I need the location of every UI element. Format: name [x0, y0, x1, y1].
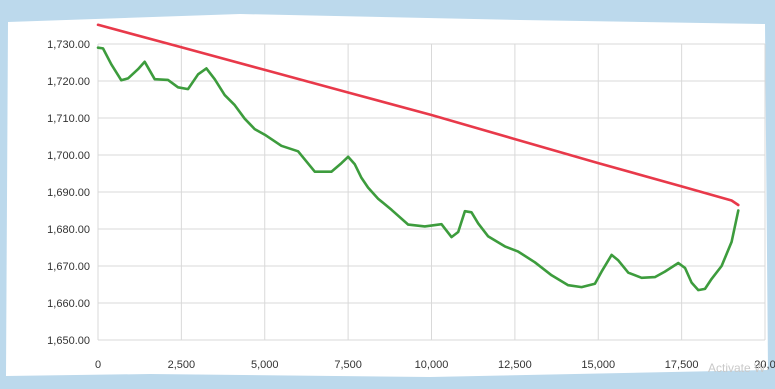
x-tick-label: 0 — [95, 359, 101, 371]
series-2-point — [330, 171, 332, 173]
series-1-point — [737, 204, 739, 206]
y-axis-ticks: 1,650.00 1,660.00 1,670.00 1,680.00 1,690.00… — [47, 39, 90, 347]
series-1-point — [347, 91, 349, 94]
series-2-point — [354, 163, 356, 165]
series-1-point — [597, 162, 599, 164]
series-2-point — [280, 145, 282, 147]
series-2-point — [677, 262, 679, 264]
series-2-point — [617, 259, 619, 261]
series-2-point — [711, 278, 713, 280]
series-line-1 — [96, 23, 740, 207]
chart-card — [6, 14, 768, 377]
series-2-point — [450, 236, 453, 238]
y-tick-label: 1,710.00 — [47, 113, 90, 125]
series-2-point — [731, 241, 733, 243]
series-2-point — [477, 222, 479, 224]
series-2-point — [110, 63, 112, 65]
series-2-point — [120, 79, 122, 81]
x-tick-label: 20,0 — [754, 359, 775, 371]
series-1-point — [514, 138, 516, 140]
series-2-point — [611, 254, 613, 256]
series-2-point — [534, 261, 536, 263]
series-2-point — [340, 162, 343, 164]
x-tick-label: 10,000 — [415, 359, 449, 371]
x-tick-label: 5,000 — [251, 359, 279, 371]
series-2-point — [244, 118, 246, 120]
series-2-point — [581, 286, 583, 288]
series-2-point — [440, 223, 443, 225]
series-2-point — [641, 277, 643, 279]
y-tick-label: 1,730.00 — [47, 39, 90, 51]
series-2-point — [464, 210, 466, 212]
series-2-point — [127, 77, 129, 79]
series-2-point — [102, 47, 104, 50]
series-1-point — [180, 46, 182, 48]
gridlines — [97, 43, 766, 341]
series-2-point — [360, 177, 363, 179]
y-tick-label: 1,680.00 — [47, 224, 90, 236]
series-2-point — [297, 150, 299, 152]
series-1-point — [430, 114, 433, 116]
series-2-point — [691, 282, 693, 284]
series-2-point — [137, 68, 139, 70]
series-2-point — [424, 225, 426, 227]
series-2-point — [684, 267, 686, 269]
series-2-point — [205, 67, 207, 69]
series-2-point — [551, 274, 553, 276]
series-2-point — [737, 209, 739, 212]
y-tick-label: 1,720.00 — [47, 76, 90, 88]
series-2-point — [264, 134, 266, 136]
series-2-point — [97, 47, 99, 49]
y-tick-label: 1,670.00 — [47, 261, 90, 273]
x-tick-label: 15,000 — [581, 359, 615, 371]
y-tick-label: 1,690.00 — [47, 187, 90, 199]
series-1-point — [681, 185, 683, 187]
series-2-point — [721, 265, 723, 267]
series-2-point — [594, 283, 596, 285]
series-1-point — [264, 69, 266, 71]
series-2-point — [144, 61, 146, 63]
series-2-point — [504, 245, 506, 247]
series-2-point — [167, 79, 169, 81]
series-2-point — [187, 88, 189, 90]
series-2-point — [197, 73, 199, 75]
series-2-point — [601, 271, 603, 273]
series-2-point — [177, 86, 179, 88]
series-2-point — [567, 284, 569, 286]
x-tick-label: 17,500 — [665, 359, 699, 371]
x-tick-label: 7,500 — [334, 359, 362, 371]
series-2-point — [470, 211, 473, 213]
series-2-point — [154, 78, 156, 80]
watermark-text: Activate W — [708, 361, 766, 375]
series-2-point — [627, 272, 629, 274]
y-tick-label: 1,650.00 — [47, 335, 90, 347]
series-2-point — [664, 271, 666, 273]
series-2-point — [407, 224, 409, 226]
series-2-point — [457, 231, 459, 233]
series-1-point — [97, 24, 99, 26]
series-1-point — [731, 199, 733, 202]
series-line-2 — [96, 46, 740, 292]
series-2-point — [517, 251, 519, 253]
y-tick-label: 1,700.00 — [47, 150, 90, 162]
y-tick-label: 1,660.00 — [47, 298, 90, 310]
series-2-point — [367, 187, 369, 189]
series-2-point — [697, 289, 699, 291]
series-2-point — [390, 209, 393, 211]
x-tick-label: 2,500 — [168, 359, 196, 371]
series-2-point — [347, 156, 349, 158]
x-tick-label: 12,500 — [498, 359, 532, 371]
series-2-point — [704, 288, 706, 290]
series-layer — [96, 23, 740, 292]
series-2-point — [654, 276, 656, 278]
series-2-point — [314, 171, 316, 173]
series-2-point — [214, 78, 216, 80]
series-2-point — [234, 104, 236, 106]
series-2-point — [254, 128, 256, 130]
x-axis-ticks: 0 2,500 5,000 7,500 10,000 12,500 15,000 17,500… — [95, 359, 775, 371]
series-2-point — [487, 235, 489, 237]
series-2-point — [224, 94, 226, 96]
series-2-point — [377, 198, 379, 200]
